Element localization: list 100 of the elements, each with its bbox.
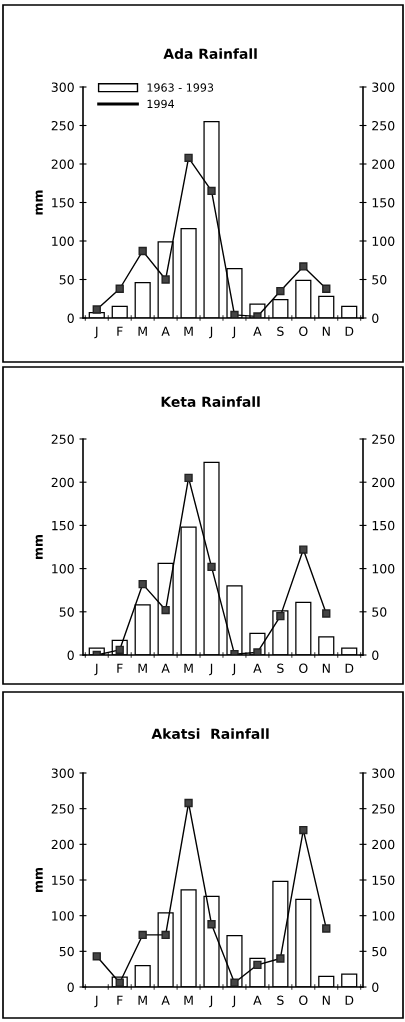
point <box>92 305 101 314</box>
x-tick-label: D <box>345 326 354 336</box>
y-axis-title: mm <box>35 534 43 559</box>
x-tick-label: A <box>253 663 262 673</box>
x-tick-label: M <box>138 326 147 336</box>
y-tick-label: 150 <box>52 197 74 208</box>
y2-tick-label: 200 <box>372 839 395 850</box>
y-tick-label: 0 <box>67 650 74 660</box>
y2-tick-label: 150 <box>372 875 395 885</box>
x-tick-label: J <box>94 326 98 339</box>
y2-tick-label: 150 <box>372 520 395 531</box>
y2-tick-label: 200 <box>372 159 395 169</box>
y2-tick-label: 250 <box>372 120 395 131</box>
x-tick-label: N <box>322 995 330 1005</box>
x-tick-label: M <box>138 663 147 673</box>
y-tick-label: 150 <box>52 875 74 885</box>
x-tick-label: J <box>209 326 213 339</box>
y-tick-label: 50 <box>59 274 74 285</box>
y2-tick-label: 100 <box>372 564 395 574</box>
y2-tick-label: 100 <box>372 911 395 921</box>
x-tick-label: F <box>117 663 123 673</box>
y2-tick-label: 0 <box>372 982 379 992</box>
x-tick-label: J <box>231 995 236 1008</box>
x-tick-label: A <box>161 326 170 336</box>
point <box>322 284 331 293</box>
y-tick-label: 200 <box>51 159 74 169</box>
point <box>322 924 331 933</box>
x-tick-label: M <box>138 995 147 1005</box>
y2-tick-label: 50 <box>372 946 387 957</box>
point <box>207 186 216 196</box>
y2-tick-label: 300 <box>372 768 395 778</box>
x-tick-label: A <box>161 663 170 673</box>
y-tick-label: 200 <box>51 839 74 850</box>
legend-label: 1994 <box>147 99 175 109</box>
y-tick-label: 0 <box>67 313 74 323</box>
point <box>230 310 239 318</box>
x-tick-label: N <box>322 326 330 336</box>
x-tick-label: F <box>117 326 123 336</box>
y-tick-label: 250 <box>51 434 74 444</box>
x-tick-label: O <box>299 663 308 674</box>
point <box>276 954 285 963</box>
x-tick-label: J <box>209 995 213 1008</box>
y-tick-label: 50 <box>59 946 74 957</box>
y-tick-label: 300 <box>51 82 74 92</box>
point <box>299 262 308 271</box>
y-tick-label: 300 <box>51 768 74 778</box>
point <box>115 284 124 293</box>
point <box>161 605 170 615</box>
x-tick-label: S <box>277 663 284 674</box>
point <box>207 920 216 929</box>
point <box>184 473 193 483</box>
legend-label: 1963 - 1993 <box>147 83 214 92</box>
y-tick-label: 100 <box>52 911 74 921</box>
y2-tick-label: 200 <box>372 477 395 488</box>
y-axis-title: mm <box>35 190 43 215</box>
x-tick-label: J <box>94 995 98 1008</box>
y-tick-label: 200 <box>51 477 74 488</box>
point <box>276 611 285 621</box>
point <box>138 246 147 256</box>
x-tick-label: O <box>299 326 308 337</box>
y2-tick-label: 150 <box>372 197 395 208</box>
point <box>92 952 101 961</box>
y2-tick-label: 250 <box>372 434 395 444</box>
point <box>161 275 170 284</box>
y-tick-label: 100 <box>52 236 74 246</box>
y2-tick-label: 0 <box>372 313 379 323</box>
point <box>161 930 170 940</box>
x-tick-label: J <box>94 663 98 676</box>
x-tick-label: J <box>209 663 213 676</box>
y-tick-label: 100 <box>52 564 74 574</box>
x-tick-label: A <box>161 995 170 1005</box>
y2-tick-label: 50 <box>372 607 387 617</box>
x-tick-label: D <box>345 995 354 1005</box>
y2-tick-label: 300 <box>372 82 395 92</box>
x-tick-label: S <box>277 995 284 1006</box>
point <box>138 930 147 940</box>
chart-title: Akatsi Rainfall <box>151 728 269 740</box>
point <box>253 960 262 970</box>
point <box>184 153 193 163</box>
y2-tick-label: 50 <box>372 274 387 285</box>
y2-tick-label: 100 <box>372 236 395 246</box>
point <box>253 648 262 655</box>
y-tick-label: 50 <box>59 607 74 617</box>
x-tick-label: J <box>231 663 236 676</box>
x-tick-label: M <box>184 995 193 1005</box>
y-tick-label: 250 <box>51 120 74 131</box>
y-tick-label: 250 <box>51 804 74 814</box>
chart-title: Ada Rainfall <box>163 48 257 60</box>
point <box>276 286 285 296</box>
point <box>299 825 308 835</box>
point <box>322 609 331 618</box>
x-tick-label: D <box>345 663 354 673</box>
y-tick-label: 150 <box>52 520 74 531</box>
y-axis-title: mm <box>35 867 43 892</box>
x-tick-label: A <box>253 995 262 1005</box>
point <box>184 798 193 808</box>
x-tick-label: A <box>253 326 262 336</box>
x-tick-label: O <box>299 995 308 1006</box>
point <box>230 978 239 987</box>
y-tick-label: 0 <box>67 982 74 992</box>
